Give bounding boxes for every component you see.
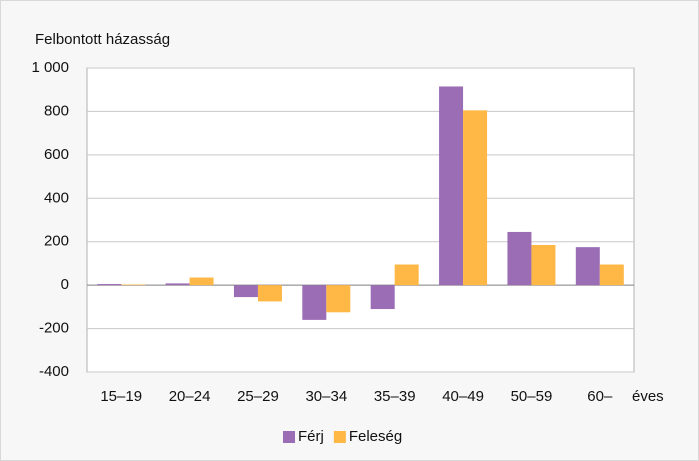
legend-label: Feleség — [349, 428, 402, 445]
x-tick-label: 35–39 — [374, 388, 416, 405]
x-tick-label: 30–34 — [305, 388, 347, 405]
bar — [463, 110, 488, 286]
bar — [302, 285, 327, 320]
bar — [507, 231, 532, 286]
x-tick-label: 20–24 — [169, 388, 211, 405]
y-tick-label: 800 — [44, 102, 69, 119]
bar — [575, 247, 600, 286]
y-axis-title: Felbontott házasság — [35, 31, 170, 48]
y-tick-label: 0 — [61, 276, 69, 293]
legend-label: Férj — [298, 428, 324, 445]
bar — [257, 285, 282, 302]
x-tick-label: 40–49 — [442, 388, 484, 405]
bar — [326, 285, 351, 313]
bar — [121, 284, 146, 286]
y-tick-label: 1 000 — [31, 59, 69, 76]
bar — [97, 284, 122, 286]
bar — [165, 283, 190, 286]
x-tick-label: 60– — [587, 388, 613, 405]
bar — [189, 277, 214, 286]
legend-swatch — [333, 431, 346, 443]
y-tick-label: 400 — [44, 189, 69, 206]
y-tick-label: 600 — [44, 146, 69, 163]
y-tick-label: 200 — [44, 233, 69, 250]
bar — [531, 244, 556, 286]
plot-area — [86, 67, 635, 373]
x-axis-title: éves — [632, 388, 664, 405]
x-tick-label: 15–19 — [100, 388, 142, 405]
bar — [439, 86, 464, 286]
x-tick-label: 50–59 — [511, 388, 553, 405]
y-tick-label: -200 — [39, 320, 69, 337]
legend-swatch — [283, 431, 295, 443]
x-tick-label: 25–29 — [237, 388, 279, 405]
bar — [233, 285, 258, 298]
y-tick-label: -400 — [39, 363, 69, 380]
bar — [370, 285, 395, 310]
bar — [599, 264, 624, 286]
bar — [394, 264, 419, 286]
